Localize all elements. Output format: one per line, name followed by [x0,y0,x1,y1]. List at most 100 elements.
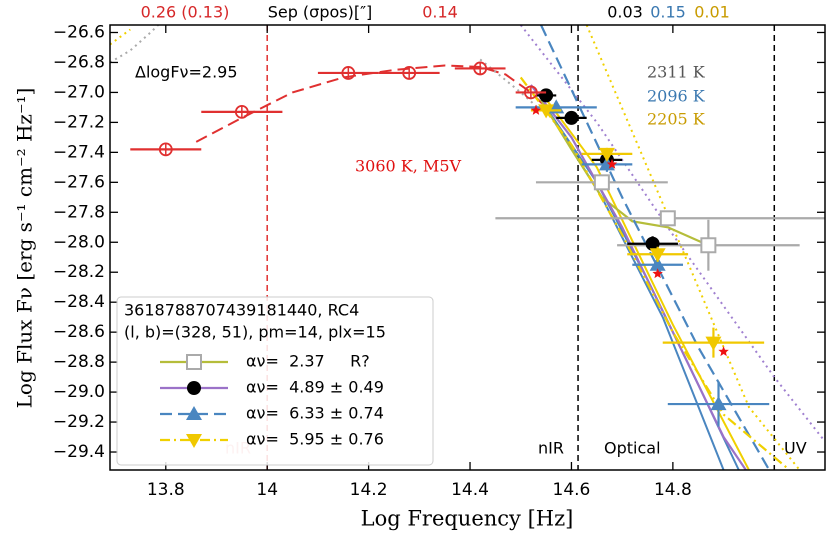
legend-label: αν= 6.33 ± 0.74 [246,404,384,423]
y-tick-label: −28.0 [53,232,105,252]
top-label: 0.03 [607,3,643,22]
top-label: 0.01 [694,3,730,22]
marker-triangle [649,256,666,271]
marker [186,406,202,420]
marker-triangle [598,147,615,162]
marker-dot [564,110,579,125]
marker-triangle [649,248,666,263]
marker-dot [187,381,201,395]
marker-triangle [186,434,202,448]
marker [705,336,722,351]
y-tick-label: −29.0 [53,382,105,402]
marker [187,381,201,395]
model-line [110,25,160,64]
marker [523,85,538,100]
top-label: Sep (σpos)[″] [268,3,373,22]
marker [659,210,676,227]
legend-label: αν= 4.89 ± 0.49 [246,378,384,397]
marker-star [606,158,618,169]
top-label: 0.14 [422,3,458,22]
y-tick-label: −27.6 [53,172,105,192]
marker-square [593,174,610,191]
legend: 3618788707439181440, RC4 (l, b)=(328, 51)… [116,296,434,466]
marker [341,66,356,80]
model-line [110,28,131,46]
marker [593,174,610,191]
x-tick-label: 14.8 [654,480,692,500]
top-label: 0.15 [650,3,686,22]
marker [718,346,729,357]
plot-area [110,25,825,470]
model-line [545,106,725,470]
y-tick-label: −27.8 [53,202,105,222]
marker [234,105,249,119]
marker [402,66,417,80]
marker-star [718,346,729,357]
model-line [519,25,825,443]
model-line [540,99,709,247]
model-line [530,84,748,470]
marker-square [700,237,717,254]
marker-triangle [538,104,555,119]
annotation: 2205 K [647,110,706,129]
y-tick-label: −28.2 [53,262,105,282]
marker-dot [645,236,660,251]
marker [645,236,660,251]
y-tick-label: −27.4 [53,142,105,162]
y-tick-label: −27.0 [53,82,105,102]
x-tick-label: 14.4 [451,480,489,500]
marker [186,354,202,370]
plot-frame [109,24,826,471]
marker [652,268,663,279]
annotation: 3060 K, M5V [355,157,461,176]
y-tick-label: −28.6 [53,322,105,342]
marker-dot [539,88,554,103]
model-line [540,99,740,470]
marker [598,147,615,162]
legend-label: αν= 2.37 R? [246,352,370,371]
top-label: 0.26 (0.13) [141,3,230,22]
y-tick-label: −29.4 [53,442,105,462]
annotation: ΔlogFν=2.95 [135,63,238,82]
marker [158,142,173,157]
y-axis-label: Log Flux Fν [erg s⁻¹ cm⁻² Hz⁻¹] [13,88,37,409]
legend-title: (l, b)=(328, 51), pm=14, plx=15 [124,323,386,342]
marker [538,104,555,119]
marker [539,88,554,103]
y-tick-label: −26.6 [53,22,105,42]
legend-label: αν= 5.95 ± 0.76 [246,430,384,449]
model-line [519,76,791,470]
marker [700,237,717,254]
marker-square [659,210,676,227]
y-tick-label: −27.2 [53,112,105,132]
marker-triangle [705,336,722,351]
y-tick-label: −29.2 [53,412,105,432]
annotation: 2311 K [647,63,706,82]
x-tick-label: 14 [256,480,278,500]
x-tick-label: 14.6 [553,480,591,500]
marker [649,256,666,271]
marker-star [530,104,542,115]
legend-title: 3618788707439181440, RC4 [124,301,359,320]
y-tick-label: −28.4 [53,292,105,312]
model-line [585,25,801,470]
marker-triangle [186,406,202,420]
x-tick-label: 13.8 [147,480,185,500]
model-line [195,64,547,143]
legend-box [116,296,434,466]
marker-star [652,268,663,279]
marker [473,61,488,76]
x-axis-label: Log Frequency [Hz] [361,507,574,531]
annotation: Optical [604,439,661,458]
annotation: nIR [538,439,564,458]
marker [649,248,666,263]
x-tick-label: 14.2 [350,480,388,500]
marker [710,396,727,411]
marker [186,434,202,448]
y-tick-label: −26.8 [53,52,105,72]
marker-square [186,354,202,370]
annotation: UV [784,439,807,458]
y-tick-label: −28.8 [53,352,105,372]
annotation: 2096 K [647,87,706,106]
